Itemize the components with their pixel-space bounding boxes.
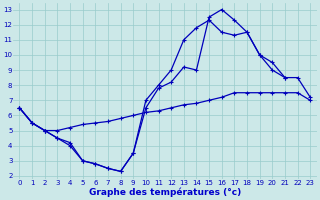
X-axis label: Graphe des températures (°c): Graphe des températures (°c) (89, 187, 241, 197)
